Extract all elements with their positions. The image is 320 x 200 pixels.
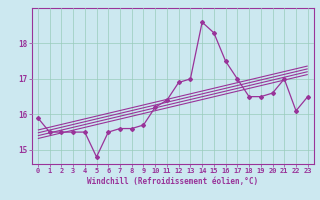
X-axis label: Windchill (Refroidissement éolien,°C): Windchill (Refroidissement éolien,°C) — [87, 177, 258, 186]
